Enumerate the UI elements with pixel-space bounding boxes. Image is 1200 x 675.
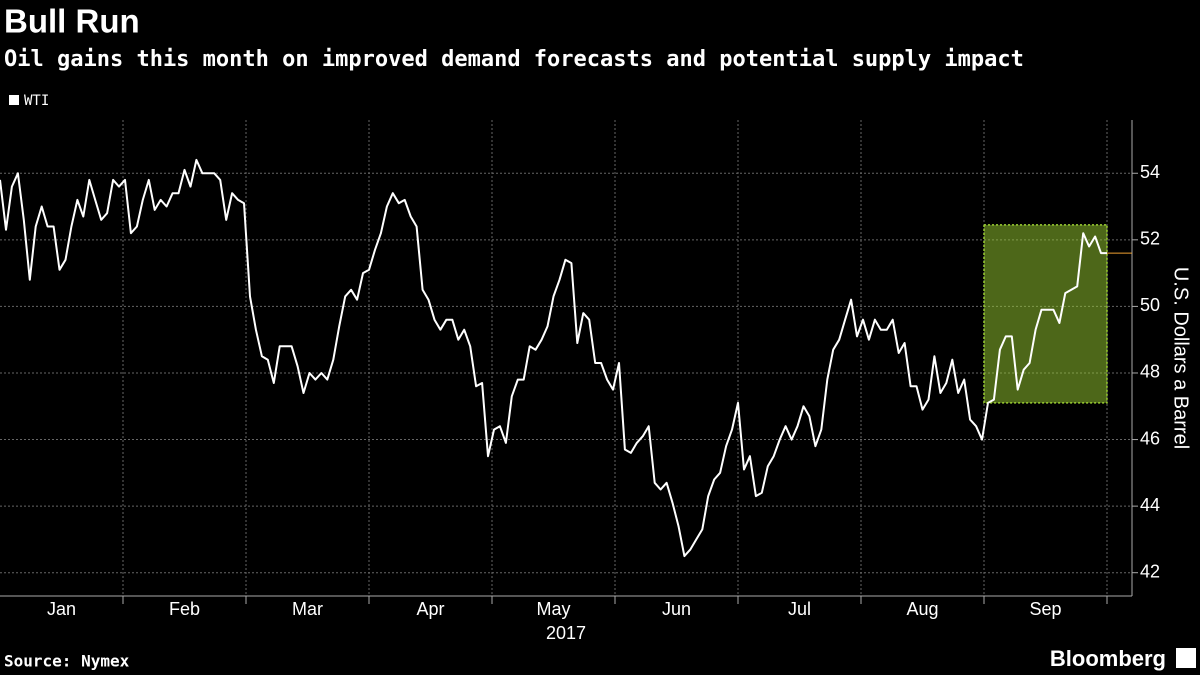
x-tick-label: Aug xyxy=(906,599,938,619)
y-tick-label: 48 xyxy=(1140,362,1160,382)
x-tick-label: Apr xyxy=(416,599,444,619)
highlight-box xyxy=(983,224,1108,404)
y-tick-label: 52 xyxy=(1140,229,1160,249)
x-tick-label: Jan xyxy=(47,599,76,619)
x-tick-label: Jun xyxy=(662,599,691,619)
x-tick-label: Feb xyxy=(169,599,200,619)
brand: Bloomberg xyxy=(1050,646,1166,671)
y-axis-label: U.S. Dollars a Barrel xyxy=(1170,267,1192,449)
chart-title: Bull Run xyxy=(4,3,140,40)
y-tick-label: 46 xyxy=(1140,428,1160,448)
x-tick-label: May xyxy=(536,599,570,619)
x-group-label: 2017 xyxy=(546,623,586,643)
legend-swatch xyxy=(9,95,19,105)
chart-subtitle: Oil gains this month on improved demand … xyxy=(4,47,1024,72)
y-tick-label: 50 xyxy=(1140,295,1160,315)
brand-icon xyxy=(1176,648,1196,668)
source: Source: Nymex xyxy=(4,652,130,671)
x-tick-label: Sep xyxy=(1029,599,1061,619)
y-tick-label: 42 xyxy=(1140,561,1160,581)
price-line xyxy=(0,158,1107,558)
y-tick-label: 54 xyxy=(1140,162,1160,182)
y-tick-label: 44 xyxy=(1140,495,1160,515)
x-tick-label: Jul xyxy=(788,599,811,619)
x-tick-label: Mar xyxy=(292,599,323,619)
legend-label: WTI xyxy=(24,93,49,109)
